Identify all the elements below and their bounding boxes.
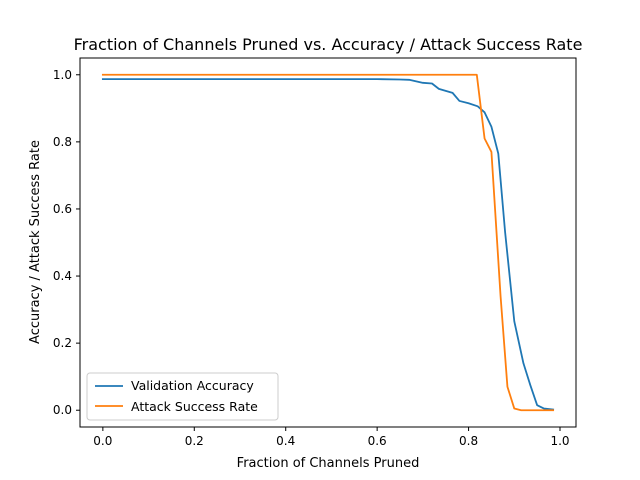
y-tick-label: 0.8: [53, 135, 72, 149]
y-tick-label: 1.0: [53, 68, 72, 82]
legend-label-attack-success-rate: Attack Success Rate: [131, 399, 258, 414]
plot-frame: [79, 57, 577, 428]
x-axis-label: Fraction of Channels Pruned: [237, 456, 420, 471]
x-axis-ticks: 0.0 0.2 0.4 0.6 0.8 1.0: [93, 427, 570, 448]
y-tick-label: 0.6: [53, 202, 72, 216]
chart-title: Fraction of Channels Pruned vs. Accuracy…: [74, 35, 583, 54]
y-tick-label: 0.2: [53, 336, 72, 350]
legend-box: [86, 372, 279, 421]
x-tick-label: 0.8: [459, 434, 478, 448]
y-axis-label: Accuracy / Attack Success Rate: [28, 140, 43, 344]
series-line-validation-accuracy: [101, 78, 555, 411]
x-tick-label: 1.0: [550, 434, 569, 448]
x-tick-label: 0.4: [276, 434, 295, 448]
x-tick-label: 0.6: [368, 434, 387, 448]
plot-area: [80, 58, 576, 427]
x-tick-label: 0.2: [185, 434, 204, 448]
y-tick-label: 0.0: [53, 403, 72, 417]
legend: Validation Accuracy Attack Success Rate: [86, 372, 279, 421]
y-tick-label: 0.4: [53, 269, 72, 283]
y-axis-ticks: 0.0 0.2 0.4 0.6 0.8 1.0: [53, 68, 80, 417]
series-layer: [101, 73, 555, 412]
legend-label-validation-accuracy: Validation Accuracy: [131, 378, 254, 393]
series-line-attack-success-rate: [101, 73, 555, 412]
x-tick-label: 0.0: [93, 434, 112, 448]
